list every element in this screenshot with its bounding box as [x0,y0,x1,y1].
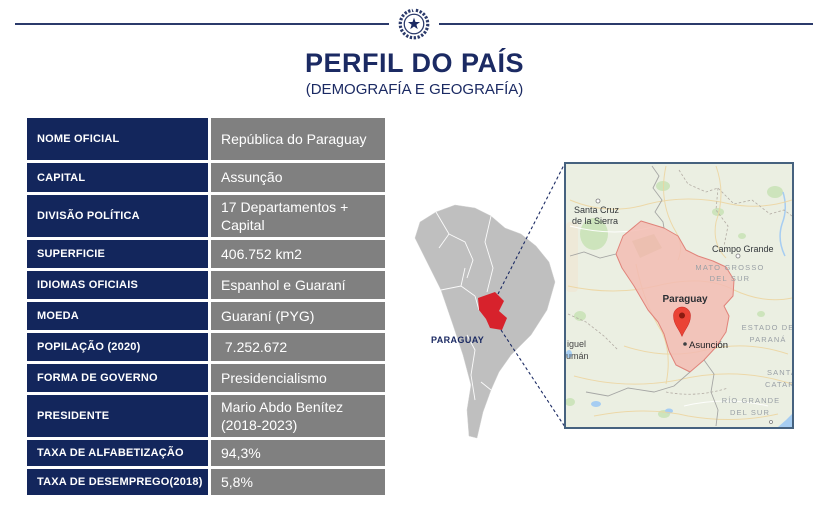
fact-label: FORMA DE GOVERNO [27,364,208,392]
label-parana-1: ESTADO DE [742,323,792,332]
detail-map-paraguay: Santa Cruz de la Sierra Campo Grande MAT… [564,162,794,429]
label-tucuman-1: iguel [567,339,586,349]
label-campo-grande: Campo Grande [712,244,774,254]
fact-label: DIVISÃO POLÍTICA [27,195,208,237]
page-subtitle: (DEMOGRAFÍA E GEOGRAFÍA) [305,81,524,98]
admin-borders-dashed [567,169,792,395]
label-rio-grande-1: RÍO GRANDE [722,396,781,405]
table-row: SUPERFICIE 406.752 km2 [27,240,385,268]
overview-paraguay-shape [478,292,507,330]
table-row: PRESIDENTE Mario Abdo Benítez (2018-2023… [27,395,385,437]
table-row: MOEDA Guaraní (PYG) [27,302,385,330]
town-marker [769,420,773,424]
label-tucuman-2: umán [566,351,589,361]
label-santa-cruz-2: de la Sierra [572,216,618,226]
fact-label: MOEDA [27,302,208,330]
fact-value: Mario Abdo Benítez (2018-2023) [211,395,385,437]
fact-value: Guaraní (PYG) [211,302,385,330]
fact-value: 17 Departamentos + Capital [211,195,385,237]
fact-label: NOME OFICIAL [27,118,208,160]
header-divider-left [15,23,389,25]
table-row: IDIOMAS OFICIAIS Espanhol e Guaraní [27,271,385,299]
label-santa-catarina-2: CATARI [765,380,792,389]
table-row: NOME OFICIAL República do Paraguay [27,118,385,160]
label-parana-2: PARANÁ [750,335,787,344]
table-row: FORMA DE GOVERNO Presidencialismo [27,364,385,392]
label-santa-catarina-1: SANTA [767,368,792,377]
table-row: DIVISÃO POLÍTICA 17 Departamentos + Capi… [27,195,385,237]
header-divider [15,6,813,42]
page-title: PERFIL DO PAÍS [304,48,525,78]
label-paraguay: Paraguay [662,294,707,305]
fact-value: Espanhol e Guaraní [211,271,385,299]
country-borders [435,211,494,401]
table-row: POPILAÇÃO (2020) 7.252.672 [27,333,385,361]
label-mato-grosso-1: MATO GROSSO [695,263,764,272]
fact-label: IDIOMAS OFICIAIS [27,271,208,299]
callout-line-top [497,162,566,295]
fact-value: 7.252.672 [211,333,385,361]
fact-label: POPILAÇÃO (2020) [27,333,208,361]
fact-value: Presidencialismo [211,364,385,392]
fact-value: República do Paraguay [211,118,385,160]
fact-label: PRESIDENTE [27,395,208,437]
callout-line-bottom [500,329,566,428]
fact-label: SUPERFICIE [27,240,208,268]
overview-map-south-america: PARAGUAY [414,162,566,439]
table-row: TAXA DE DESEMPREGO(2018) 5,8% [27,469,385,495]
santa-cruz-marker [595,198,601,204]
label-santa-cruz-1: Santa Cruz [574,205,620,215]
map-pin-icon [673,306,691,338]
label-mato-grosso-2: DEL SUR [710,274,751,283]
fact-label: CAPITAL [27,163,208,192]
paraguay-emblem-icon [398,8,430,40]
overview-paraguay-label: PARAGUAY [431,335,484,345]
campo-grande-marker [735,253,741,259]
fact-value: 94,3% [211,440,385,466]
fact-label: TAXA DE DESEMPREGO(2018) [27,469,208,495]
terrain-patch [566,222,578,292]
country-facts-table: NOME OFICIAL República do Paraguay CAPIT… [27,118,385,498]
asuncion-marker [683,342,687,346]
fact-value: 5,8% [211,469,385,495]
fact-value: 406.752 km2 [211,240,385,268]
header-divider-right [439,23,813,25]
fact-label: TAXA DE ALFABETIZAÇÃO [27,440,208,466]
table-row: TAXA DE ALFABETIZAÇÃO 94,3% [27,440,385,466]
table-row: CAPITAL Assunção [27,163,385,192]
label-asuncion: Asunción [689,340,728,351]
south-america-silhouette [414,204,556,439]
paraguay-region-highlight [615,220,735,373]
country-borders-solid [569,165,719,427]
fact-value: Assunção [211,163,385,192]
label-rio-grande-2: DEL SUR [730,408,770,417]
